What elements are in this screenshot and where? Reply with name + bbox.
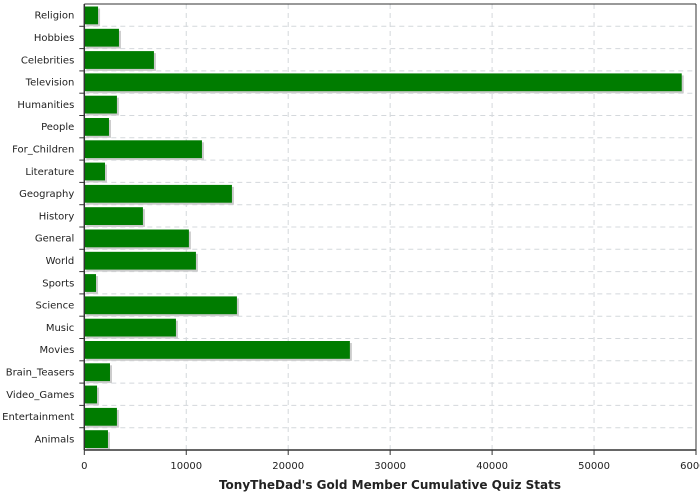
category-label: Television: [25, 78, 75, 89]
x-tick-label: 30000: [374, 461, 406, 472]
x-tick-label: 20000: [272, 461, 304, 472]
bar-animals: [84, 430, 108, 448]
bar-for_children: [84, 140, 202, 159]
tick-labels: 0 10000 20000 30000 40000 50000 60000: [81, 461, 700, 472]
category-label: Hobbies: [34, 33, 74, 44]
category-label: Celebrities: [21, 55, 74, 66]
category-label: Video_Games: [6, 390, 74, 401]
category-label: General: [35, 234, 74, 245]
bars: [84, 6, 684, 450]
bar-world: [84, 251, 196, 270]
category-label: Music: [46, 323, 74, 334]
bar-video_games: [84, 385, 98, 404]
x-tick-label: 0: [81, 461, 87, 472]
bar-music: [84, 318, 176, 337]
x-axis-label: TonyTheDad's Gold Member Cumulative Quiz…: [219, 478, 561, 492]
bar-hobbies: [84, 28, 119, 47]
bar-television: [84, 73, 682, 92]
bar-religion: [84, 6, 99, 25]
x-tick-label: 50000: [578, 461, 610, 472]
category-label: Movies: [39, 345, 74, 356]
x-tick-label: 60000: [680, 461, 700, 472]
category-label: Brain_Teasers: [6, 367, 75, 378]
grid: [84, 4, 697, 450]
category-label: Sports: [42, 278, 74, 289]
bar-humanities: [84, 95, 117, 114]
bar-history: [84, 207, 143, 225]
category-label: Science: [36, 301, 75, 312]
bar-sports: [84, 274, 97, 292]
bar-celebrities: [84, 51, 154, 69]
category-label: Literature: [25, 167, 74, 178]
category-label: People: [41, 122, 74, 133]
bar-science: [84, 296, 237, 315]
bar-brain_teasers: [84, 363, 110, 382]
category-label: For_Children: [12, 144, 74, 155]
category-label: Animals: [34, 434, 74, 445]
bar-general: [84, 229, 189, 248]
bar-literature: [84, 162, 105, 181]
x-tick-label: 40000: [476, 461, 508, 472]
category-label: History: [39, 211, 75, 222]
category-label: Humanities: [17, 100, 74, 111]
bar-entertainment: [84, 407, 117, 426]
bar-people: [84, 118, 109, 136]
category-label: Religion: [35, 11, 75, 22]
category-label: World: [46, 256, 75, 267]
axes: [79, 3, 697, 455]
category-labels: Religion Hobbies Celebrities Television Huma…: [2, 11, 74, 446]
category-label: Entertainment: [2, 412, 74, 423]
x-tick-label: 10000: [170, 461, 202, 472]
bar-geography: [84, 184, 232, 203]
category-label: Geography: [19, 189, 74, 200]
bar-movies: [84, 341, 350, 359]
